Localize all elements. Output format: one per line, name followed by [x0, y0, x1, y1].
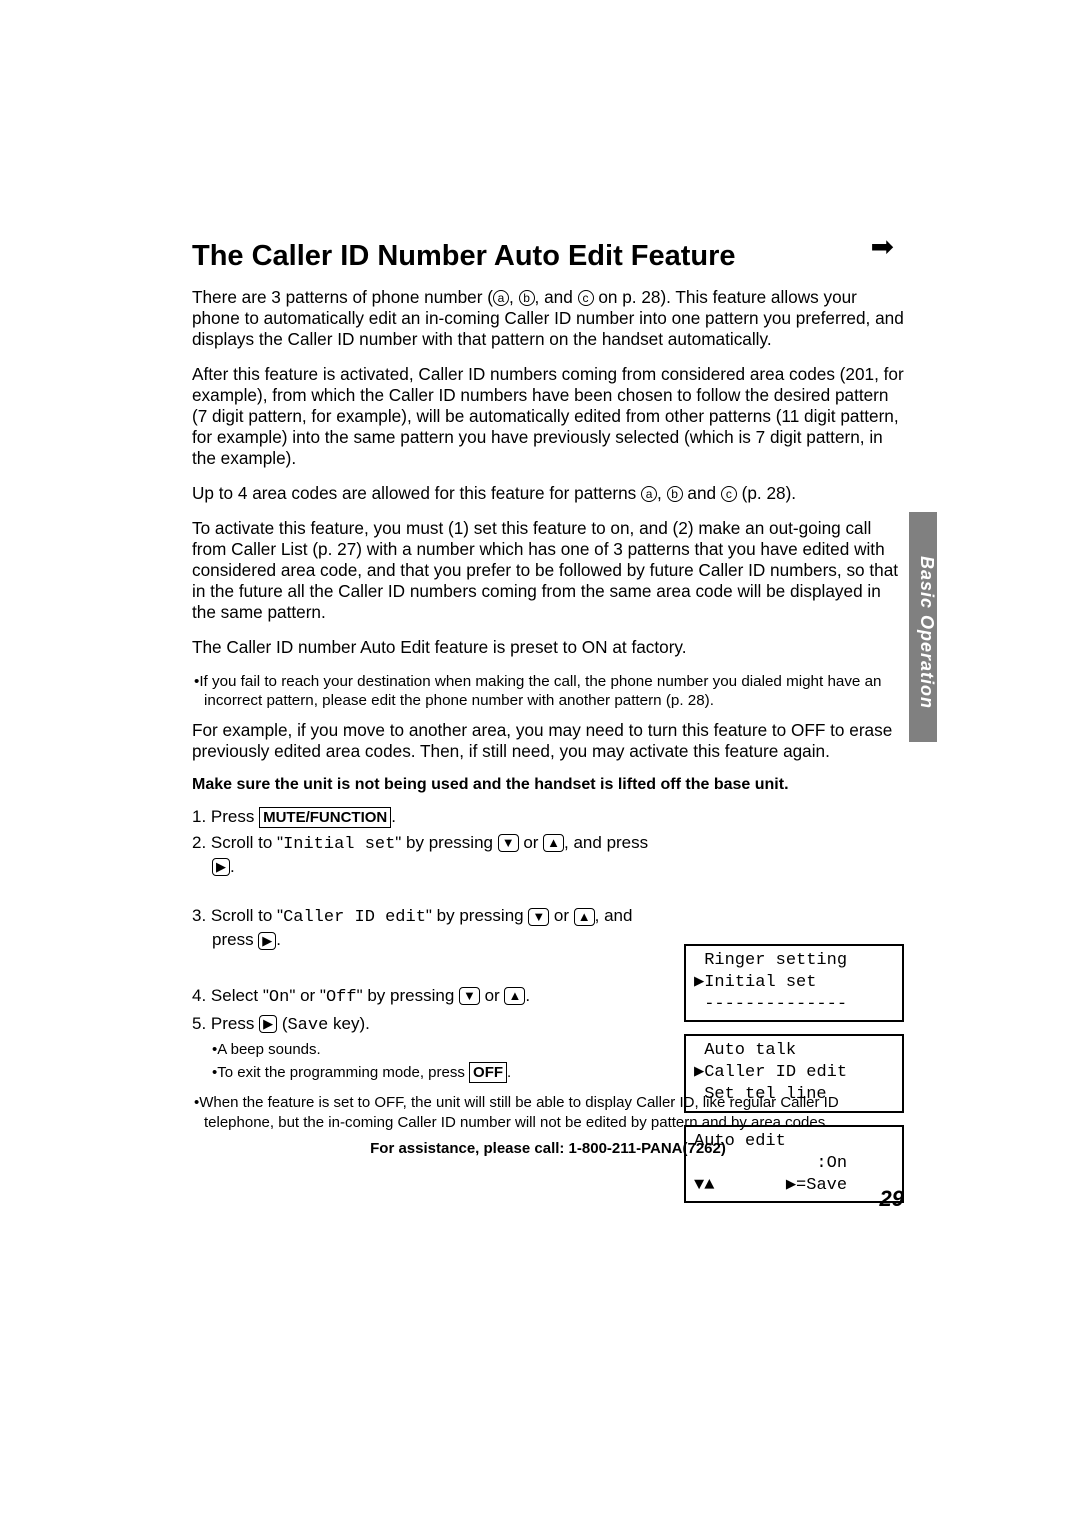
circled-b-icon: b [519, 290, 535, 306]
text: Up to 4 area codes are allowed for this … [192, 483, 641, 503]
mono-text: Save [287, 1016, 328, 1035]
up-arrow-icon: ▲ [574, 908, 595, 926]
text: , [509, 287, 519, 307]
step-4: 4. Select "On" or "Off" by pressing ▼ or… [192, 985, 662, 1009]
text: . [230, 857, 235, 876]
intro-paragraph-4: To activate this feature, you must (1) s… [192, 518, 904, 623]
text: , [657, 483, 667, 503]
text: (p. 28). [737, 483, 796, 503]
down-arrow-icon: ▼ [528, 908, 549, 926]
text: key). [328, 1014, 370, 1033]
step-5: 5. Press ▶ (Save key). [192, 1013, 662, 1037]
step-1: 1. Press MUTE/FUNCTION. [192, 806, 662, 828]
text: or [519, 833, 544, 852]
text: . [525, 986, 530, 1005]
step-3: 3. Scroll to "Caller ID edit" by pressin… [192, 905, 662, 951]
warning-note: Make sure the unit is not being used and… [192, 776, 904, 794]
text: 3. Scroll to " [192, 906, 283, 925]
mono-text: Off [326, 988, 357, 1007]
page-number: 29 [880, 1186, 904, 1212]
intro-paragraph-6: For example, if you move to another area… [192, 720, 904, 762]
lcd-screen-3: Auto edit :On ▼▲ ▶=Save [684, 1125, 904, 1203]
intro-paragraph-3: Up to 4 area codes are allowed for this … [192, 483, 904, 504]
down-arrow-icon: ▼ [498, 834, 519, 852]
text: or [549, 906, 574, 925]
up-arrow-icon: ▲ [543, 834, 564, 852]
down-arrow-icon: ▼ [459, 987, 480, 1005]
mono-text: Caller ID edit [283, 908, 426, 927]
text: " by pressing [357, 986, 459, 1005]
circled-a-icon: a [493, 290, 509, 306]
text: . [391, 807, 396, 826]
text: and [683, 483, 721, 503]
text: . [507, 1064, 511, 1081]
text: ( [277, 1014, 287, 1033]
text: " by pressing [395, 833, 497, 852]
mono-text: On [269, 988, 289, 1007]
circled-c-icon: c [721, 486, 737, 502]
right-arrow-icon: ▶ [258, 932, 276, 950]
page-title: The Caller ID Number Auto Edit Feature [192, 240, 904, 273]
text: or [480, 986, 505, 1005]
circled-b-icon: b [667, 486, 683, 502]
lcd-screen-2: Auto talk ▶Caller ID edit Set tel line [684, 1034, 904, 1112]
step-2: 2. Scroll to "Initial set" by pressing ▼… [192, 832, 662, 878]
text: , and [535, 287, 578, 307]
intro-paragraph-1: There are 3 patterns of phone number (a,… [192, 287, 904, 350]
continuation-arrow: ➡ [871, 230, 894, 263]
text: 4. Select " [192, 986, 269, 1005]
off-button: OFF [469, 1062, 507, 1084]
intro-paragraph-5: The Caller ID number Auto Edit feature i… [192, 637, 904, 658]
mute-function-button: MUTE/FUNCTION [259, 807, 391, 828]
up-arrow-icon: ▲ [504, 987, 525, 1005]
text: 1. Press [192, 807, 259, 826]
text: There are 3 patterns of phone number ( [192, 287, 493, 307]
intro-paragraph-2: After this feature is activated, Caller … [192, 364, 904, 469]
text: " by pressing [426, 906, 528, 925]
text: 5. Press [192, 1014, 259, 1033]
text: •To exit the programming mode, press [212, 1064, 469, 1081]
lcd-screen-1: Ringer setting ▶Initial set ------------… [684, 944, 904, 1022]
circled-c-icon: c [578, 290, 594, 306]
lcd-screens: Ringer setting ▶Initial set ------------… [684, 944, 904, 1215]
text: , and press [564, 833, 648, 852]
right-arrow-icon: ▶ [259, 1015, 277, 1033]
right-arrow-icon: ▶ [212, 858, 230, 876]
section-tab: Basic Operation [909, 512, 937, 742]
text: . [276, 930, 281, 949]
text: 2. Scroll to " [192, 833, 283, 852]
step-5-sub-1: •A beep sounds. [192, 1040, 662, 1060]
text: " or " [289, 986, 326, 1005]
step-5-sub-2: •To exit the programming mode, press OFF… [192, 1062, 662, 1084]
bullet-note-1: •If you fail to reach your destination w… [192, 672, 904, 710]
circled-a-icon: a [641, 486, 657, 502]
mono-text: Initial set [283, 835, 395, 854]
